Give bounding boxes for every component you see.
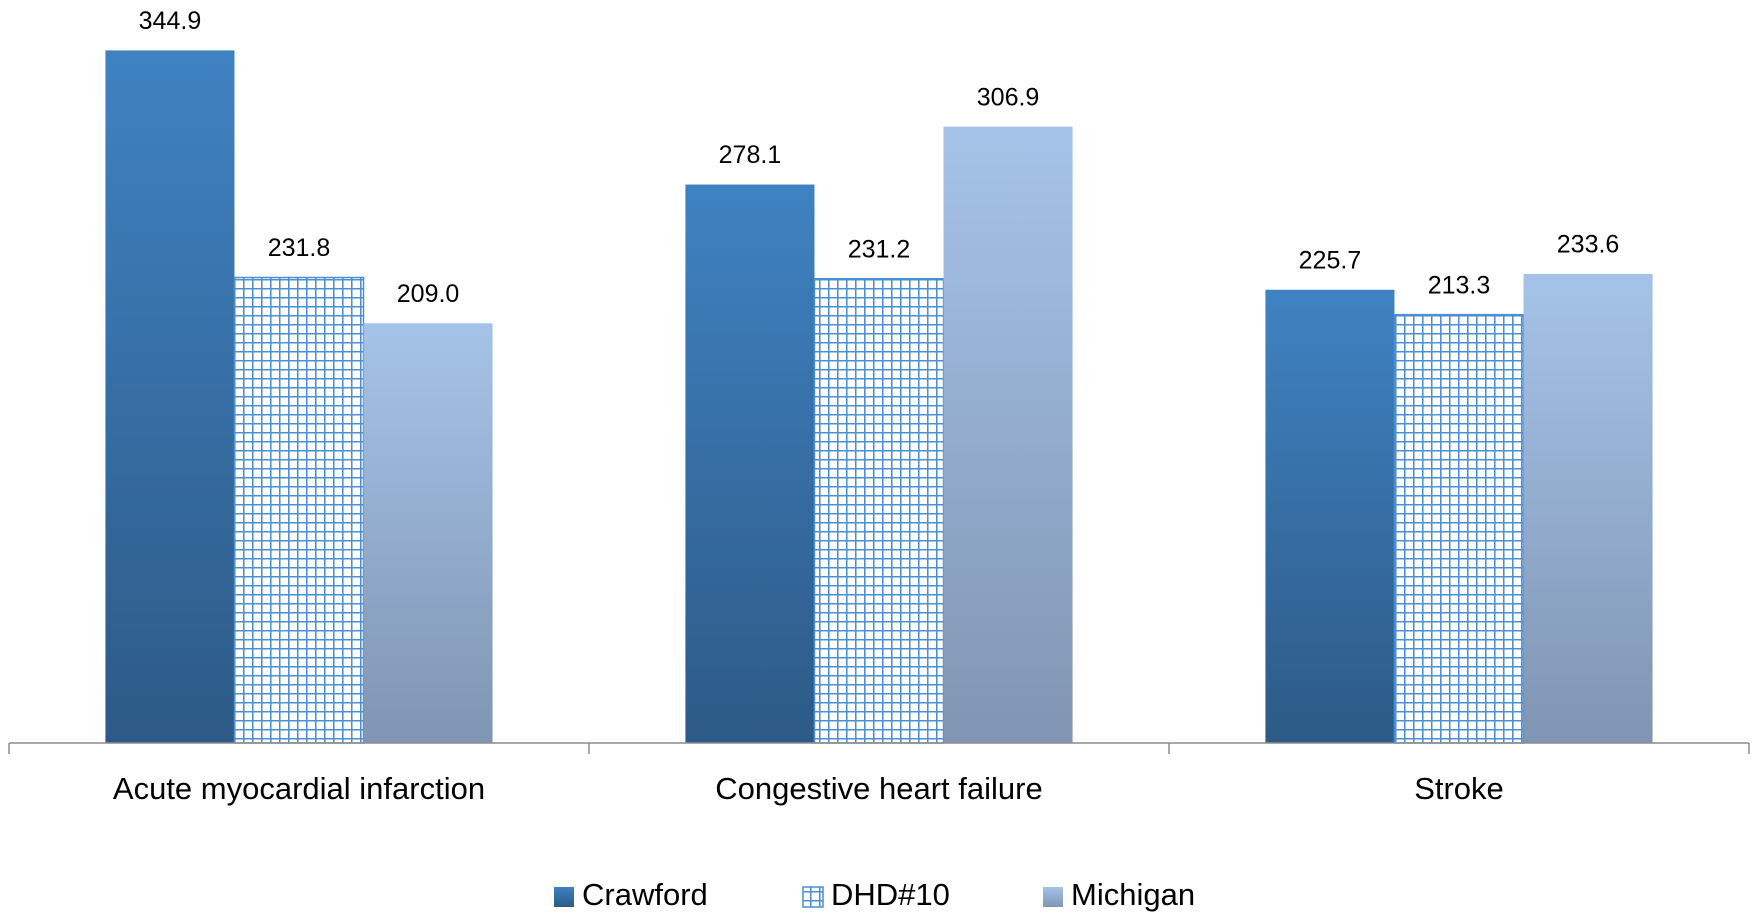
bar bbox=[363, 323, 493, 743]
bar bbox=[943, 126, 1073, 744]
legend-swatch bbox=[1043, 887, 1063, 907]
value-label: 344.9 bbox=[139, 7, 202, 35]
legend-swatch bbox=[802, 886, 824, 908]
bar bbox=[813, 277, 945, 744]
legend-label: Michigan bbox=[1071, 877, 1195, 912]
x-tick-label: Acute myocardial infarction bbox=[113, 771, 485, 806]
value-label: 306.9 bbox=[977, 83, 1040, 111]
x-tick-label: Stroke bbox=[1414, 771, 1504, 806]
bar bbox=[1393, 313, 1525, 744]
bar bbox=[105, 50, 235, 744]
value-label: 213.3 bbox=[1428, 271, 1491, 299]
value-label: 225.7 bbox=[1299, 246, 1362, 274]
x-tick-label: Congestive heart failure bbox=[715, 771, 1042, 806]
value-label: 278.1 bbox=[719, 141, 782, 169]
value-label: 233.6 bbox=[1557, 231, 1620, 259]
bar bbox=[233, 276, 365, 744]
bar bbox=[685, 184, 815, 743]
value-label: 209.0 bbox=[397, 280, 460, 308]
value-label: 231.2 bbox=[848, 235, 911, 263]
legend-label: DHD#10 bbox=[831, 877, 950, 912]
legend-label: Crawford bbox=[582, 877, 708, 912]
legend-swatch bbox=[554, 887, 574, 907]
bar bbox=[1523, 273, 1653, 743]
bar bbox=[1265, 289, 1395, 743]
value-label: 231.8 bbox=[268, 234, 331, 262]
